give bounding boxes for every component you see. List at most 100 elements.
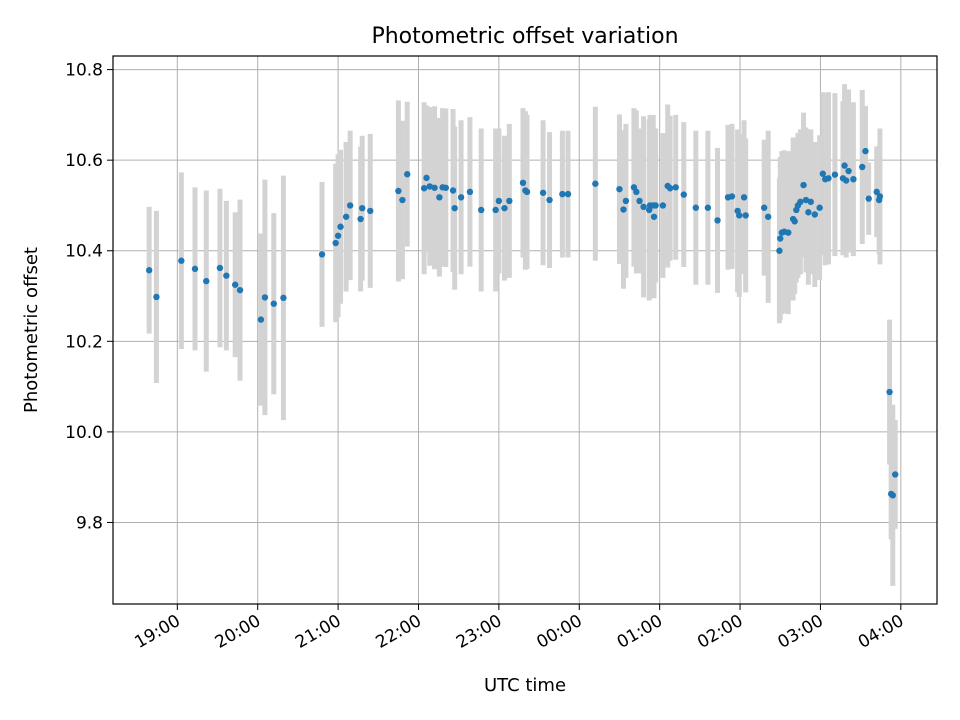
data-point xyxy=(404,171,411,178)
data-point xyxy=(650,213,658,220)
data-point xyxy=(791,218,798,225)
data-point xyxy=(420,185,428,192)
data-point xyxy=(728,193,736,200)
data-point xyxy=(466,188,474,196)
data-point xyxy=(865,195,872,202)
data-point xyxy=(876,193,884,200)
data-point xyxy=(842,177,850,184)
data-points xyxy=(145,147,899,499)
data-point xyxy=(203,277,210,285)
data-point xyxy=(633,188,640,196)
data-point xyxy=(337,223,344,230)
data-point xyxy=(592,180,599,187)
data-point xyxy=(334,232,342,239)
data-point xyxy=(760,204,768,211)
x-axis-label: UTC time xyxy=(484,675,566,696)
data-point xyxy=(889,492,896,499)
data-point xyxy=(704,204,712,211)
y-tick-label: 10.6 xyxy=(65,151,103,171)
data-point xyxy=(680,191,687,198)
data-point xyxy=(785,229,792,236)
data-point xyxy=(546,196,553,204)
data-point xyxy=(153,293,160,301)
data-point xyxy=(477,206,485,214)
data-point xyxy=(423,174,430,182)
data-point xyxy=(367,207,374,215)
data-point xyxy=(257,316,265,323)
data-point xyxy=(519,179,527,187)
plot-frame xyxy=(112,55,938,605)
data-point xyxy=(819,170,827,177)
data-point xyxy=(616,185,623,193)
data-point xyxy=(506,197,513,205)
data-point xyxy=(145,267,153,274)
data-point xyxy=(825,175,832,182)
data-point xyxy=(191,265,199,273)
data-point xyxy=(816,204,823,211)
data-point xyxy=(811,211,819,218)
data-point xyxy=(862,147,869,155)
data-point xyxy=(523,188,531,196)
data-point xyxy=(318,251,326,258)
data-point xyxy=(807,198,814,206)
data-point xyxy=(764,213,772,220)
data-point xyxy=(636,197,643,205)
data-point xyxy=(332,239,339,247)
data-point xyxy=(714,217,721,224)
data-point xyxy=(501,204,508,212)
data-point xyxy=(859,163,866,171)
data-point xyxy=(442,184,450,191)
data-point xyxy=(622,197,630,205)
data-point xyxy=(231,281,239,288)
data-point xyxy=(280,294,287,302)
data-point xyxy=(342,213,350,220)
data-point xyxy=(640,203,647,211)
data-point xyxy=(802,196,810,204)
y-tick-label: 9.8 xyxy=(76,513,103,533)
data-point xyxy=(559,190,566,198)
data-point xyxy=(672,184,679,191)
data-point xyxy=(742,212,749,219)
data-point xyxy=(539,189,547,196)
data-point xyxy=(426,183,433,190)
data-point xyxy=(346,202,354,209)
data-point xyxy=(873,188,880,196)
data-point xyxy=(216,264,224,272)
chart-title: Photometric offset variation xyxy=(371,24,678,49)
data-point xyxy=(270,300,277,307)
y-axis-label: Photometric offset xyxy=(21,247,42,413)
data-point xyxy=(431,184,438,191)
data-point xyxy=(564,190,572,198)
data-point xyxy=(495,197,503,205)
data-point xyxy=(659,202,667,209)
data-point xyxy=(740,194,748,201)
data-point xyxy=(492,206,499,214)
data-point xyxy=(736,212,743,219)
data-point xyxy=(620,206,627,213)
data-point xyxy=(652,202,659,209)
data-point xyxy=(261,294,269,301)
data-point xyxy=(666,185,674,192)
data-point xyxy=(776,247,783,254)
y-tick-label: 10.8 xyxy=(65,61,103,81)
y-axis-ticks: 9.8 10.0 10.2 10.4 10.6 10.8 xyxy=(65,61,113,533)
data-point xyxy=(457,194,465,201)
data-point xyxy=(357,215,364,223)
data-point xyxy=(395,187,402,195)
data-point xyxy=(841,162,848,169)
data-point xyxy=(449,187,457,194)
data-point xyxy=(886,388,893,396)
data-point xyxy=(831,171,839,178)
data-point xyxy=(891,471,899,478)
data-point xyxy=(805,209,812,216)
data-point xyxy=(236,286,244,294)
data-point xyxy=(451,204,458,212)
data-point xyxy=(436,194,443,201)
data-point xyxy=(178,257,185,264)
data-point xyxy=(797,198,804,206)
data-point xyxy=(359,204,366,212)
data-point xyxy=(850,175,857,183)
data-point xyxy=(692,204,700,211)
